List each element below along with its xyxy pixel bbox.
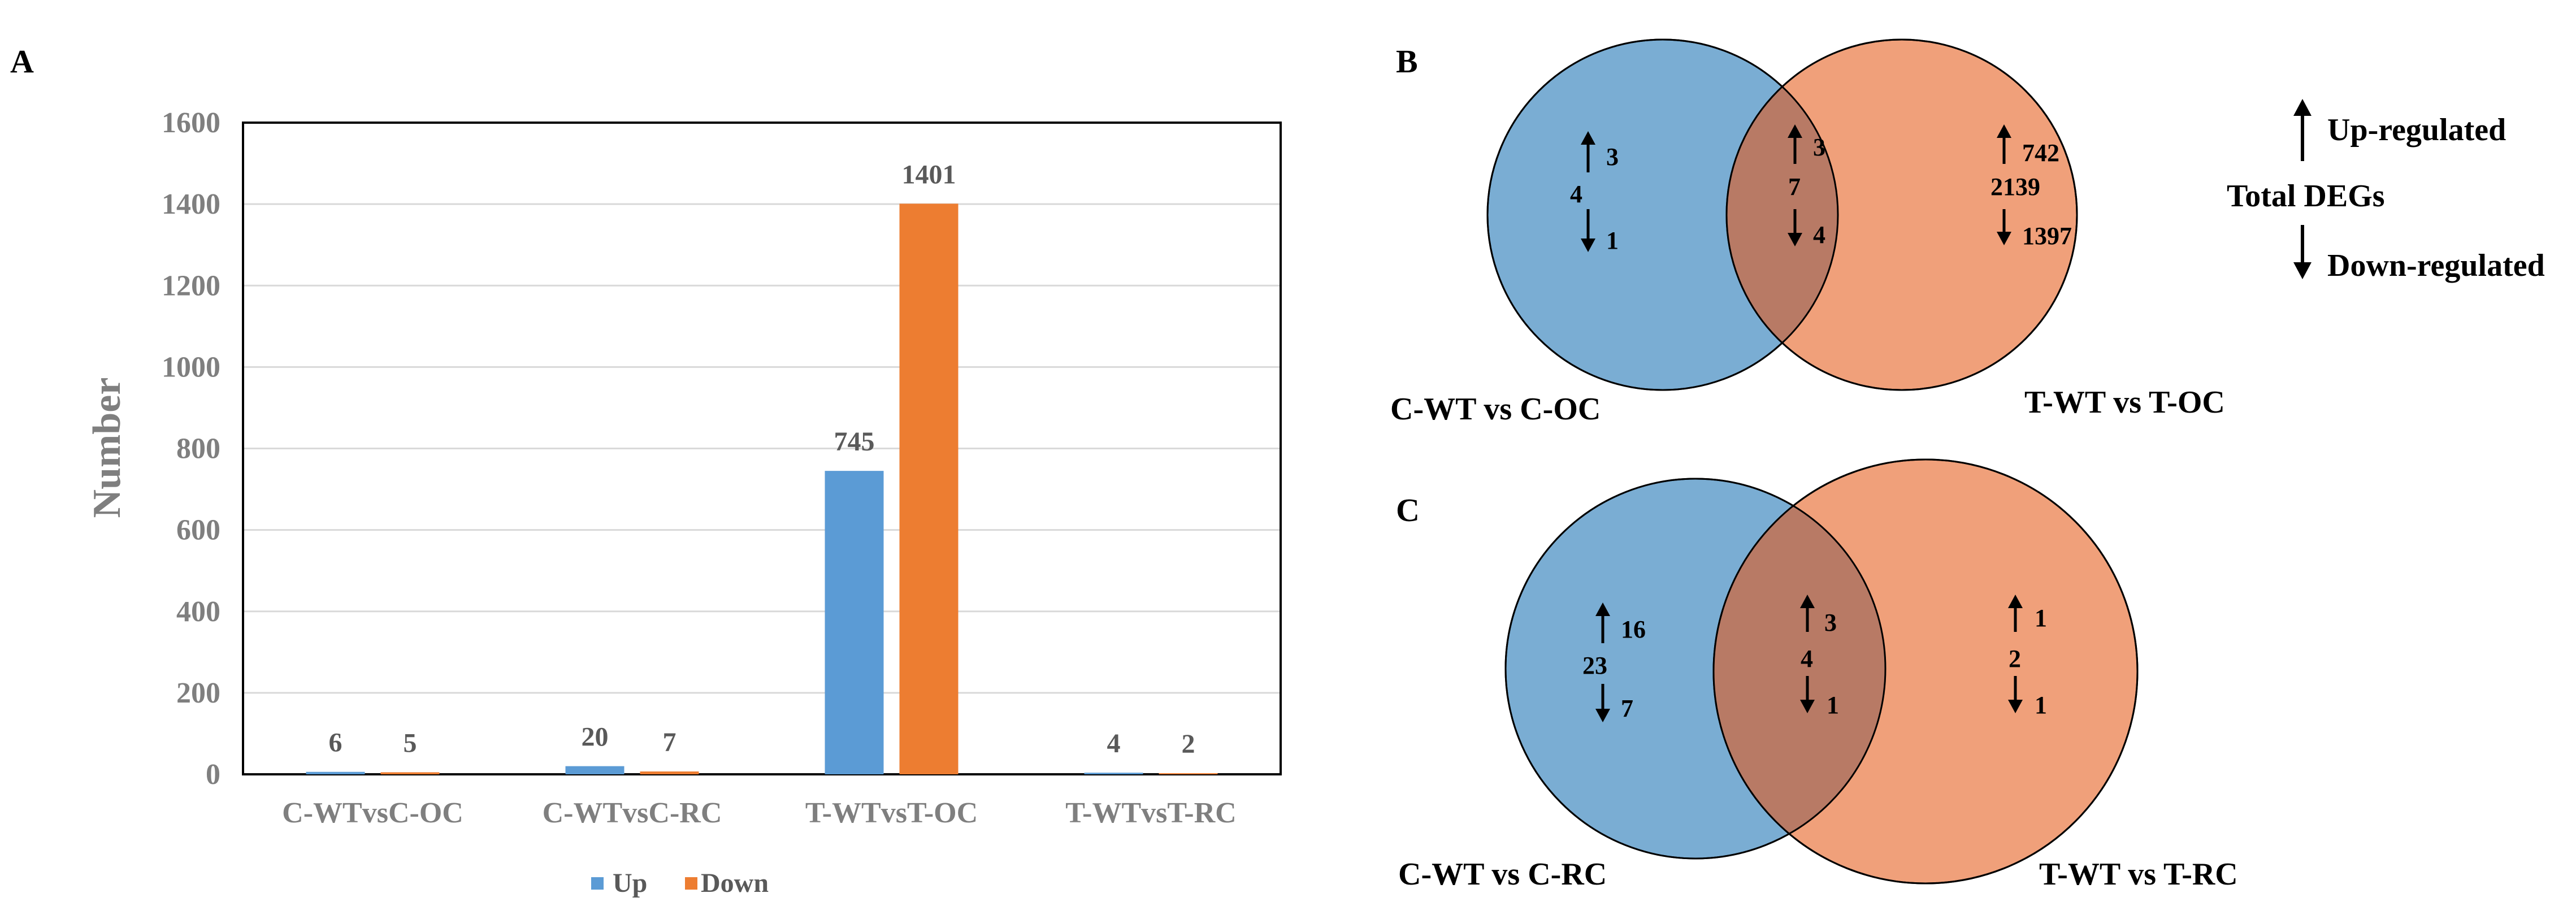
venn-c-overlap-down: 1 [1827, 691, 1839, 719]
bar-up [306, 771, 365, 774]
venn-c-left-total: 23 [1582, 652, 1607, 679]
bar-value-label: 1401 [902, 159, 956, 189]
bar-down [640, 771, 699, 774]
panel-label-a: A [10, 43, 34, 80]
key-up-regulated: Up-regulated [2327, 112, 2506, 148]
y-axis-ticks: 0 200 400 600 800 1000 1200 1400 1600 [162, 107, 220, 791]
venn-c-left-down: 7 [1621, 695, 1633, 722]
venn-c-right-down: 1 [2035, 691, 2047, 719]
y-tick-label: 800 [176, 433, 220, 465]
venn-c-right-values: 1 2 1 [2008, 595, 2047, 719]
venn-b-right-down: 1397 [2022, 222, 2072, 250]
venn-c-left-up: 16 [1621, 615, 1646, 643]
panel-label-c: C [1396, 492, 1420, 528]
up-arrow-icon [2008, 595, 2023, 608]
bar-down [380, 772, 440, 774]
down-arrow-icon [2008, 700, 2023, 713]
bar-value-label: 745 [834, 427, 875, 457]
down-arrow-icon [1595, 709, 1610, 722]
x-axis-ticks: C-WTvsC-OC C-WTvsC-RC T-WTvsT-OC T-WTvsT-RC [282, 797, 1237, 829]
venn-b-right-label: T-WT vs T-OC [2024, 385, 2225, 420]
down-arrow-icon [2293, 262, 2312, 279]
venn-b-right-values: 742 2139 1397 [1990, 124, 2072, 250]
venn-b-overlap-down: 4 [1813, 221, 1825, 249]
bar-up [825, 471, 884, 774]
bar-value-labels: 6 5 20 7 745 1401 4 2 [329, 159, 1195, 759]
venn-b-left-label: C-WT vs C-OC [1390, 392, 1601, 427]
bar-value-label: 7 [663, 727, 676, 757]
legend-up-label: Up [613, 868, 647, 898]
y-tick-label: 600 [176, 514, 220, 547]
venn-b-right-total: 2139 [1990, 173, 2040, 201]
venn-c-overlap-up: 3 [1824, 609, 1837, 636]
x-tick-label: T-WTvsT-RC [1065, 797, 1236, 829]
bar-down [1159, 773, 1218, 774]
x-tick-label: T-WTvsT-OC [805, 797, 978, 829]
up-arrow-icon [1997, 124, 2011, 138]
venn-c-right-up: 1 [2035, 604, 2047, 632]
gridlines [243, 203, 1281, 694]
bars [306, 203, 1218, 774]
bar-value-label: 20 [582, 722, 609, 752]
up-arrow-icon [1595, 602, 1610, 616]
regulation-key: Up-regulated Total DEGs Down-regulated [2227, 99, 2545, 283]
y-tick-label: 400 [176, 596, 220, 628]
bar-up [1084, 773, 1143, 774]
bar-chart: 0 200 400 600 800 1000 1200 1400 1600 6 5 20 7 745 14… [85, 107, 1282, 898]
y-tick-label: 1400 [162, 188, 220, 220]
down-arrow-icon [1581, 239, 1595, 252]
venn-diagram-c: 16 23 7 3 4 1 1 2 1 C-WT vs C-RC T-WT [1398, 458, 2238, 892]
bar-down [899, 203, 959, 774]
y-tick-label: 1200 [162, 270, 220, 302]
legend-up-swatch [591, 877, 604, 890]
up-arrow-icon [1581, 131, 1595, 145]
down-arrow-icon [1788, 233, 1802, 246]
key-down-regulated: Down-regulated [2327, 248, 2545, 283]
down-arrow-icon [1997, 232, 2011, 245]
venn-b-left-up: 3 [1606, 143, 1619, 171]
venn-b-overlap-values: 3 7 4 [1788, 124, 1825, 249]
venn-c-overlap-total: 4 [1801, 645, 1813, 673]
panel-label-b: B [1396, 43, 1418, 80]
up-arrow-icon [1800, 595, 1815, 608]
venn-c-right-label: T-WT vs T-RC [2039, 857, 2238, 892]
venn-b-left-down: 1 [1606, 227, 1619, 254]
up-arrow-icon [2293, 99, 2312, 116]
venn-c-left-values: 16 23 7 [1582, 602, 1646, 722]
y-tick-label: 0 [206, 758, 220, 791]
y-tick-label: 200 [176, 677, 220, 709]
venn-b-left-total: 4 [1570, 180, 1582, 208]
venn-b-right-up: 742 [2022, 139, 2059, 167]
legend-down-swatch [685, 877, 697, 890]
venn-c-left-label: C-WT vs C-RC [1398, 857, 1607, 892]
x-tick-label: C-WTvsC-OC [282, 797, 463, 829]
bar-up [565, 766, 625, 774]
bar-value-label: 6 [329, 728, 342, 758]
venn-b-overlap-total: 7 [1788, 173, 1801, 201]
key-total-degs: Total DEGs [2227, 179, 2385, 214]
y-tick-label: 1000 [162, 351, 220, 383]
up-arrow-icon [1788, 124, 1802, 138]
legend: Up Down [591, 868, 769, 898]
legend-down-label: Down [701, 868, 769, 898]
bar-value-label: 4 [1107, 729, 1121, 758]
venn-c-right-total: 2 [2009, 645, 2021, 673]
venn-b-overlap-up: 3 [1813, 133, 1825, 161]
venn-diagram-b: 3 4 1 3 7 4 742 2139 1397 C-WT vs C-OC [1390, 38, 2225, 427]
y-tick-label: 1600 [162, 107, 220, 139]
venn-b-left-values: 3 4 1 [1570, 131, 1619, 254]
y-axis-label: Number [85, 378, 129, 518]
down-arrow-icon [1800, 700, 1815, 713]
bar-value-label: 2 [1182, 729, 1195, 759]
venn-c-overlap [1714, 479, 1885, 859]
plot-frame [242, 122, 1282, 775]
bar-value-label: 5 [404, 728, 417, 758]
x-tick-label: C-WTvsC-RC [543, 797, 722, 829]
venn-c-overlap-values: 3 4 1 [1800, 595, 1839, 719]
